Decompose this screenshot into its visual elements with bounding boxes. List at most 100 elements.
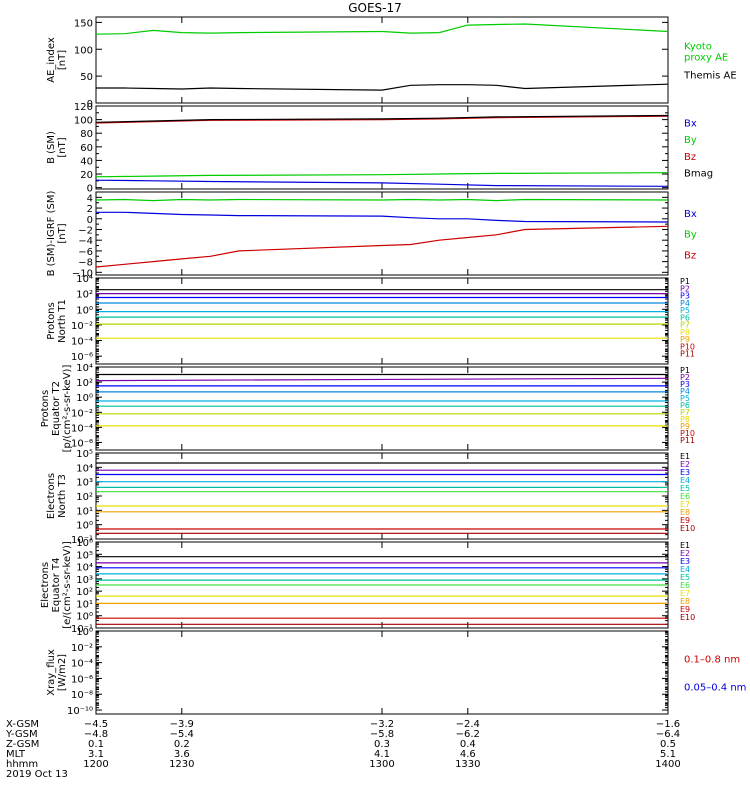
legend-label-line: P10 [680,429,695,438]
legend-label: E1 [680,541,690,550]
legend-label: P7 [680,321,690,330]
legend-label: P1 [680,366,690,375]
y-tick-label: 10³ [76,575,93,586]
legend-label-line: E4 [680,476,690,485]
y-tick-label: 10⁻⁶ [71,438,93,449]
legend-label: Bx [684,209,697,220]
y-tick-label: 80 [80,129,93,140]
x-row-value: −6.2 [456,729,480,740]
legend-label-line: P3 [680,380,690,389]
legend-label: E10 [680,524,695,533]
legend-label-line: P5 [680,394,690,403]
y-tick-label: 10⁻¹⁰ [67,706,93,717]
y-axis-label: B (SM)[nT] [46,131,68,164]
y-axis-label: AE_index[nT] [46,37,68,83]
legend-label-line: Bmag [684,168,713,179]
y-tick-label: 100 [74,45,93,56]
legend-label: E8 [680,508,690,517]
legend-label-line: P4 [680,299,690,308]
y-tick-label: 10⁶ [76,538,93,549]
series-line [95,179,669,187]
series-line [95,377,669,382]
legend-label-line: E8 [680,597,690,606]
legend-label-line: P10 [680,342,695,351]
x-row-value: 1200 [83,759,108,770]
legend-label-line: P6 [680,401,690,410]
panel-1: 0 20 40 60 80 100 120 B (SM)[nT] Bx By Bz Bmag [46,102,713,195]
legend-label: E9 [680,605,690,614]
legend-label-line: P11 [680,350,695,359]
y-tick-label: 100 [74,116,93,127]
legend-label-line: By [684,135,697,146]
x-row-value: −4.5 [84,719,108,730]
legend-label: E7 [680,500,690,509]
legend-label-line: E5 [680,573,690,582]
legend-label-line: E5 [680,484,690,493]
y-tick-label: −4 [78,236,93,247]
legend-label: P5 [680,394,690,403]
y-tick-label: 10⁵ [76,550,93,561]
y-tick-label: 50 [80,72,93,83]
y-tick-label: 10⁻⁶ [71,352,93,363]
x-row-value: 3.6 [174,749,190,760]
y-tick-label: 20 [80,170,93,181]
legend-label: P8 [680,328,690,337]
y-tick-label: 10¹ [76,506,93,517]
y-tick-label: 10⁻⁶ [71,674,93,685]
legend-label-line: proxy AE [684,53,728,64]
legend-label-line: E10 [680,524,695,533]
y-axis-label-line: North T3 [57,474,68,518]
y-tick-label: 0 [87,215,93,226]
legend-label: P4 [680,299,690,308]
legend-label: P4 [680,387,690,396]
y-tick-label: −10 [72,268,93,279]
y-tick-label: 0 [87,184,93,195]
x-row-value: −3.9 [170,719,194,730]
legend-label-line: P9 [680,422,690,431]
legend-label-line: P3 [680,292,690,301]
legend-label: P11 [680,350,695,359]
legend-label: P2 [680,284,690,293]
legend-label-line: P11 [680,436,695,445]
y-axis-label-line: B (SM)-IGRF (SM) [46,191,57,277]
legend-label-line: E1 [680,541,690,550]
legend-label-line: P1 [680,366,690,375]
legend-label: E1 [680,452,690,461]
legend-label: E2 [680,460,690,469]
panel-frame [95,191,669,276]
legend-label: P1 [680,277,690,286]
y-tick-label: 10² [76,378,93,389]
y-tick-label: 10⁰ [76,612,93,623]
legend-label-line: P7 [680,321,690,330]
x-row-value: 1400 [655,759,680,770]
legend-label: E4 [680,476,690,485]
y-tick-label: 120 [74,102,93,113]
y-tick-label: 10⁴ [76,463,93,474]
legend-label: E5 [680,573,690,582]
y-axis-label-line: Equator T2 [51,381,62,436]
legend-label: E4 [680,565,690,574]
y-axis-label-line: [nT] [57,223,68,243]
panel-frame [95,630,669,715]
x-row-value: 1330 [455,759,480,770]
legend-label: P8 [680,415,690,424]
legend-label: By [684,135,697,146]
panel-7: 10⁰ 10⁻² 10⁻⁴ 10⁻⁶ 10⁻⁸ 10⁻¹⁰ Xray_flux[W/m2] 0… [46,627,746,717]
legend-label: E10 [680,613,695,622]
y-tick-label: 10³ [76,478,93,489]
legend-label-line: E7 [680,589,690,598]
legend-label: E3 [680,557,690,566]
series-line [95,114,669,123]
legend-label-line: P8 [680,415,690,424]
legend-label-line: Bz [684,250,696,261]
x-row-value: 0.3 [374,739,390,750]
legend-label: P9 [680,335,690,344]
y-axis-label: ElectronsEquator T4[e/(cm²-s-sr-keV)] [40,541,73,629]
legend-label: P6 [680,313,690,322]
legend-label: E6 [680,581,690,590]
legend-label: E9 [680,516,690,525]
legend-label-line: P6 [680,313,690,322]
legend-label: P11 [680,436,695,445]
